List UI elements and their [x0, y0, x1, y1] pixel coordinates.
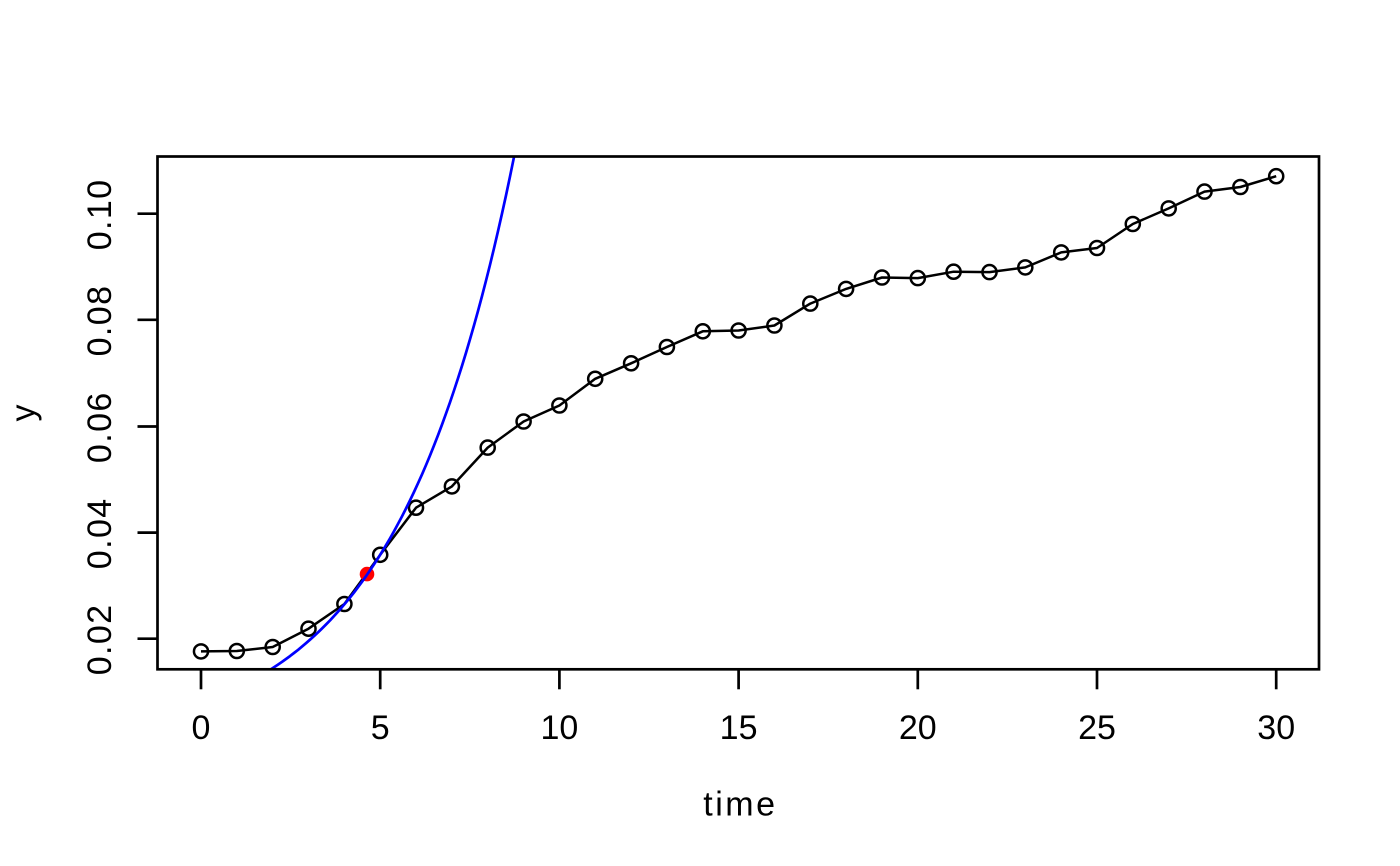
- svg-text:0.10: 0.10: [81, 179, 119, 251]
- svg-text:0.02: 0.02: [81, 604, 119, 676]
- svg-text:15: 15: [720, 709, 758, 747]
- svg-text:0: 0: [192, 709, 211, 747]
- svg-text:20: 20: [899, 709, 937, 747]
- svg-text:time: time: [703, 786, 777, 824]
- svg-text:10: 10: [540, 709, 578, 747]
- svg-text:0.08: 0.08: [81, 285, 119, 357]
- svg-text:25: 25: [1078, 709, 1116, 747]
- svg-text:5: 5: [371, 709, 390, 747]
- svg-text:30: 30: [1257, 709, 1295, 747]
- svg-text:0.06: 0.06: [81, 391, 119, 463]
- svg-text:y: y: [4, 405, 42, 422]
- svg-text:0.04: 0.04: [81, 497, 119, 569]
